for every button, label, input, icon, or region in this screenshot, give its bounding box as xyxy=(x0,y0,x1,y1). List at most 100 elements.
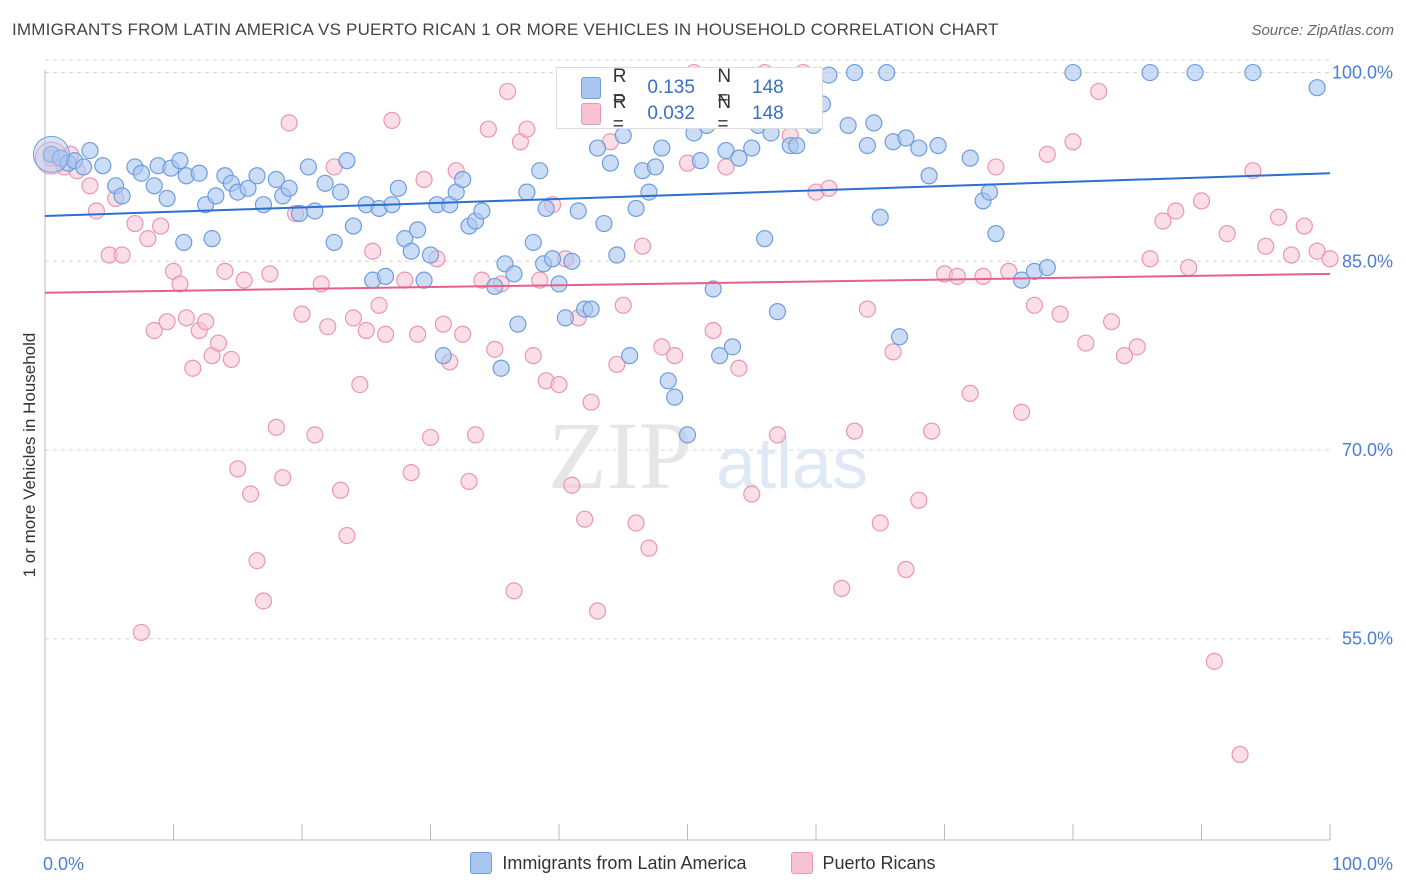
pink-point xyxy=(139,230,157,248)
blue-point xyxy=(81,141,99,160)
blue-point xyxy=(569,202,587,220)
pink-point xyxy=(415,170,433,189)
x-tick-label-min: 0.0% xyxy=(43,854,84,874)
pink-point xyxy=(338,526,356,545)
series-immigrants xyxy=(32,63,1326,444)
blue-point xyxy=(878,63,896,82)
blue-point xyxy=(171,152,189,170)
blue-point xyxy=(344,217,362,235)
blue-point xyxy=(730,149,748,167)
pink-point xyxy=(293,305,311,323)
pink-point xyxy=(357,321,375,340)
blue-point xyxy=(550,275,568,293)
blue-point xyxy=(537,199,555,218)
blue-point xyxy=(910,139,928,157)
n-value: 148 xyxy=(752,103,784,124)
blue-point xyxy=(563,252,581,270)
blue-point xyxy=(409,221,427,239)
blue-point xyxy=(839,116,857,135)
blue-point xyxy=(621,347,639,365)
pink-point xyxy=(524,347,542,365)
blue-point xyxy=(1141,63,1159,82)
pink-point xyxy=(1205,652,1223,670)
pink-point xyxy=(126,214,144,233)
y-tick-label: 70.0% xyxy=(1342,440,1393,460)
blue-point xyxy=(897,129,915,147)
pink-point xyxy=(1038,145,1056,163)
pink-point xyxy=(306,426,324,444)
pink-point xyxy=(948,267,966,285)
blue-point xyxy=(248,167,266,185)
pink-point xyxy=(1077,334,1095,352)
n-label: N = xyxy=(717,92,732,135)
blue-point xyxy=(505,265,523,283)
pink-point xyxy=(1308,242,1326,260)
pink-point xyxy=(666,347,684,365)
pink-point xyxy=(1102,313,1121,331)
r-value: 0.032 xyxy=(647,103,695,124)
pink-point xyxy=(1128,338,1146,356)
pink-point xyxy=(460,472,478,491)
pink-point xyxy=(242,485,260,503)
blue-point xyxy=(1038,258,1056,277)
blue-point xyxy=(640,183,658,201)
pink-point xyxy=(1192,192,1211,210)
pink-point xyxy=(614,296,632,314)
pink-point xyxy=(222,350,240,369)
pink-point xyxy=(370,296,388,314)
trend-line-puerto-ricans xyxy=(44,272,1331,294)
y-axis-title: 1 or more Vehicles in Household xyxy=(20,333,39,578)
blue-point xyxy=(865,114,883,132)
pink-point xyxy=(331,481,350,499)
pink-point xyxy=(396,271,414,289)
blue-point xyxy=(659,372,677,390)
blue-point xyxy=(531,162,549,180)
blue-point xyxy=(820,66,838,84)
source-label: Source: ZipAtlas.com xyxy=(1251,22,1394,39)
pink-point xyxy=(897,560,915,579)
blue-point xyxy=(175,233,193,252)
pink-point xyxy=(454,325,472,343)
blue-point xyxy=(190,164,208,182)
blue-point xyxy=(1012,271,1031,289)
axis-labels: 55.0% 70.0% 85.0% 100.0% 0.0% 100.0% 1 or more… xyxy=(20,63,1393,874)
pink-point xyxy=(402,464,420,482)
blue-point xyxy=(627,199,645,218)
blue-point xyxy=(492,359,510,377)
blue-point xyxy=(987,225,1005,243)
blue-point xyxy=(1186,63,1204,82)
blue-point xyxy=(678,426,697,444)
blue-point xyxy=(203,230,221,248)
pink-point xyxy=(743,485,761,503)
trend-lines xyxy=(44,172,1331,294)
blue-point xyxy=(543,250,562,268)
pink-point xyxy=(1257,237,1275,255)
legend-item-immigrants[interactable]: Immigrants from Latin America xyxy=(470,852,747,874)
pink-point xyxy=(1051,305,1069,323)
n-label: N = xyxy=(717,66,732,109)
watermark: ZIP atlas xyxy=(548,402,868,509)
pink-point xyxy=(479,120,497,138)
blue-point xyxy=(595,214,613,233)
x-tick-label-max: 100.0% xyxy=(1332,854,1393,874)
pink-point xyxy=(653,338,671,356)
blue-point xyxy=(415,271,433,289)
blue-point xyxy=(421,246,440,264)
blue-point xyxy=(280,179,298,197)
pink-point xyxy=(588,602,607,620)
pink-point xyxy=(267,418,285,436)
blue-point xyxy=(653,139,671,157)
pink-point xyxy=(209,334,228,352)
blue-point xyxy=(254,196,273,214)
pink-point xyxy=(376,325,395,343)
r-label: R = xyxy=(612,92,627,135)
legend-item-puerto-ricans[interactable]: Puerto Ricans xyxy=(790,852,936,874)
series-legend: Immigrants from Latin America Puerto Ric… xyxy=(0,852,1406,874)
blue-point xyxy=(389,179,407,197)
blue-point xyxy=(267,170,285,189)
blue-point xyxy=(961,149,979,167)
watermark-atlas: atlas xyxy=(716,424,868,504)
pink-point xyxy=(1321,250,1339,268)
pink-point xyxy=(216,262,234,280)
pink-point xyxy=(531,271,549,289)
